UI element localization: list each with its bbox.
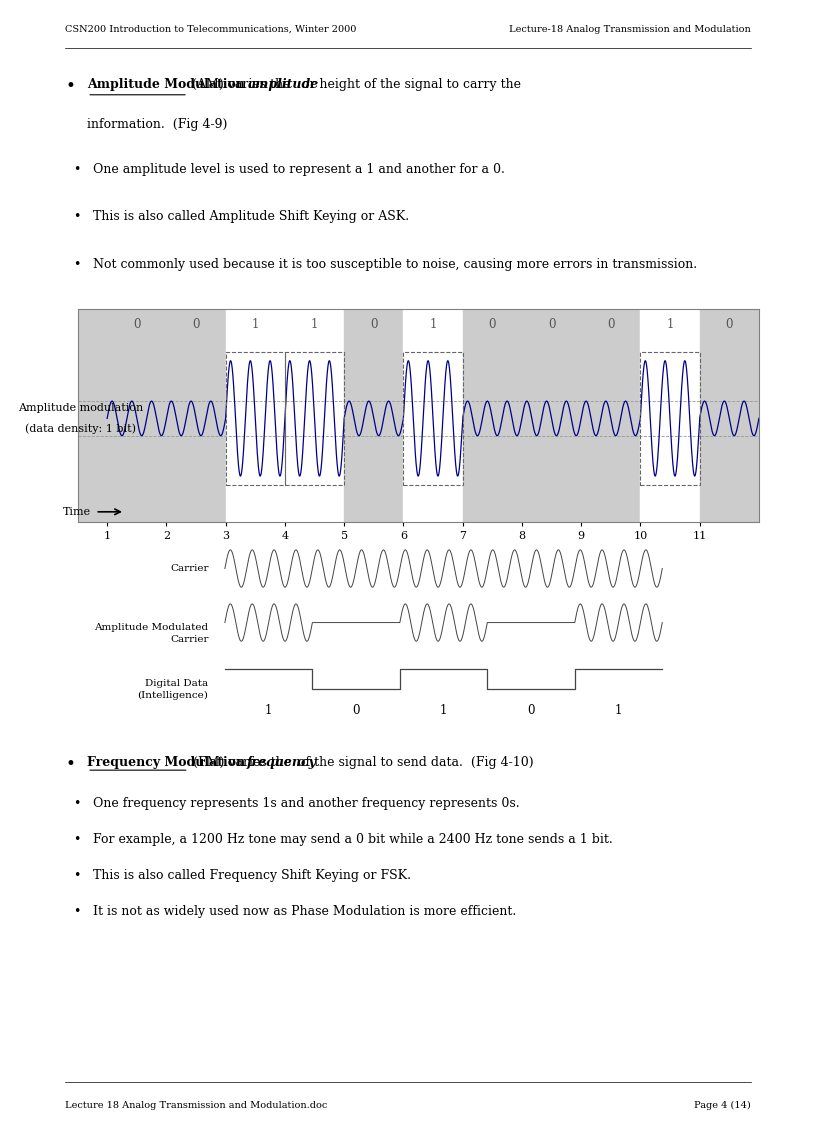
Text: information.  (Fig 4-9): information. (Fig 4-9)	[87, 118, 228, 131]
Text: 0: 0	[133, 319, 140, 331]
Bar	[581, 309, 641, 522]
Text: Amplitude modulation: Amplitude modulation	[18, 403, 143, 413]
Text: 0: 0	[370, 319, 378, 331]
Text: This is also called Amplitude Shift Keying or ASK.: This is also called Amplitude Shift Keyi…	[93, 210, 409, 223]
Bar	[641, 353, 699, 485]
Text: 0: 0	[607, 319, 614, 331]
Text: Amplitude Modulated: Amplitude Modulated	[95, 622, 209, 631]
Text: (Intelligence): (Intelligence)	[138, 692, 209, 701]
Text: 1: 1	[251, 319, 259, 331]
Text: 0: 0	[527, 704, 534, 718]
Text: 0: 0	[548, 319, 555, 331]
Bar	[285, 309, 344, 522]
Text: For example, a 1200 Hz tone may send a 0 bit while a 2400 Hz tone sends a 1 bit.: For example, a 1200 Hz tone may send a 0…	[93, 833, 613, 846]
Bar	[166, 309, 226, 522]
Text: One amplitude level is used to represent a 1 and another for a 0.: One amplitude level is used to represent…	[93, 163, 504, 176]
Text: 0: 0	[725, 319, 733, 331]
Text: 0: 0	[193, 319, 200, 331]
Text: •: •	[65, 756, 75, 773]
Text: •: •	[73, 905, 81, 917]
Bar	[226, 353, 285, 485]
Text: •: •	[73, 833, 81, 846]
Text: (data density: 1 bit): (data density: 1 bit)	[25, 423, 136, 435]
Text: frequency: frequency	[247, 756, 317, 769]
Text: or height of the signal to carry the: or height of the signal to carry the	[299, 79, 521, 91]
Bar	[463, 309, 522, 522]
Text: 1: 1	[429, 319, 437, 331]
Text: Time: Time	[63, 506, 91, 517]
Text: Carrier: Carrier	[170, 564, 209, 573]
Text: (AM) varies the: (AM) varies the	[188, 79, 295, 91]
Text: This is also called Frequency Shift Keying or FSK.: This is also called Frequency Shift Keyi…	[93, 869, 410, 882]
Text: Lecture 18 Analog Transmission and Modulation.doc: Lecture 18 Analog Transmission and Modul…	[65, 1102, 328, 1111]
Text: Page 4 (14): Page 4 (14)	[694, 1102, 751, 1111]
Text: 0: 0	[489, 319, 496, 331]
Text: 1: 1	[614, 704, 623, 718]
Bar	[403, 309, 463, 522]
Text: 0: 0	[353, 704, 360, 718]
Bar	[107, 309, 166, 522]
Bar	[226, 309, 285, 522]
Text: •: •	[73, 869, 81, 882]
Text: CSN200 Introduction to Telecommunications, Winter 2000: CSN200 Introduction to Telecommunication…	[65, 25, 357, 34]
Text: 1: 1	[265, 704, 273, 718]
Text: 1: 1	[440, 704, 447, 718]
Bar	[522, 309, 581, 522]
Text: 1: 1	[667, 319, 674, 331]
Text: Frequency Modulation: Frequency Modulation	[87, 756, 246, 769]
Bar	[403, 353, 463, 485]
Bar	[641, 309, 699, 522]
Text: (FM) varies the: (FM) varies the	[188, 756, 295, 769]
Bar	[285, 353, 344, 485]
Bar	[699, 309, 759, 522]
Text: Carrier: Carrier	[170, 634, 209, 643]
Text: 1: 1	[311, 319, 318, 331]
Text: Lecture-18 Analog Transmission and Modulation: Lecture-18 Analog Transmission and Modul…	[509, 25, 751, 34]
Text: •: •	[73, 797, 81, 810]
Bar	[344, 309, 403, 522]
Text: of the signal to send data.  (Fig 4-10): of the signal to send data. (Fig 4-10)	[294, 756, 533, 769]
Text: It is not as widely used now as Phase Modulation is more efficient.: It is not as widely used now as Phase Mo…	[93, 905, 516, 917]
Text: One frequency represents 1s and another frequency represents 0s.: One frequency represents 1s and another …	[93, 797, 519, 810]
Text: Amplitude Modulation: Amplitude Modulation	[87, 79, 245, 91]
Text: Not commonly used because it is too susceptible to noise, causing more errors in: Not commonly used because it is too susc…	[93, 257, 697, 271]
Text: •: •	[73, 163, 81, 176]
Text: amplitude: amplitude	[248, 79, 320, 91]
Text: •: •	[73, 210, 81, 223]
Text: •: •	[73, 257, 81, 271]
Text: Digital Data: Digital Data	[145, 679, 209, 688]
Text: •: •	[65, 79, 75, 95]
